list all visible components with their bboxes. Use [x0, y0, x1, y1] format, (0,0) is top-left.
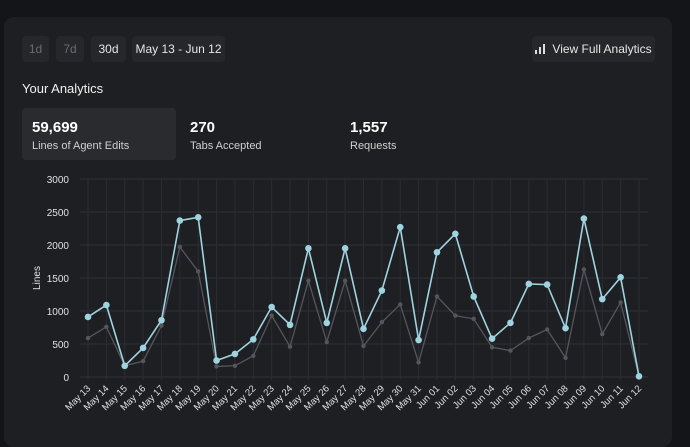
data-point-suggested [433, 248, 441, 256]
data-point-suggested [323, 319, 331, 327]
stat-value: 59,699 [32, 119, 78, 136]
data-point-accepted [287, 344, 293, 349]
data-point-accepted [196, 269, 201, 274]
data-point-suggested [176, 217, 184, 224]
data-point-suggested [378, 287, 386, 294]
data-point-suggested [470, 293, 478, 300]
data-point-suggested [158, 316, 165, 324]
data-point-accepted [361, 343, 366, 349]
data-point-suggested [360, 325, 367, 333]
data-point-suggested [415, 336, 422, 344]
range-30d-button[interactable]: 30d [91, 36, 126, 62]
y-tick-label: 1000 [47, 307, 70, 318]
y-tick-label: 0 [63, 373, 69, 384]
data-point-accepted [85, 335, 91, 341]
data-point-accepted [434, 294, 440, 299]
data-point-suggested [452, 230, 459, 238]
data-point-suggested [580, 215, 588, 222]
data-point-suggested [231, 350, 239, 358]
data-point-suggested [121, 362, 129, 370]
range-1d-button[interactable]: 1d [22, 36, 49, 62]
data-point-accepted [471, 316, 476, 322]
data-point-accepted [324, 339, 329, 345]
data-point-suggested [139, 344, 147, 352]
stat-value: 270 [190, 119, 216, 136]
bar-chart-icon [535, 44, 546, 54]
data-point-suggested [213, 357, 220, 364]
stat-label: Lines of Agent Edits [32, 140, 130, 152]
data-point-accepted [177, 244, 183, 250]
data-point-suggested [598, 295, 606, 303]
data-point-accepted [508, 348, 513, 353]
data-point-accepted [489, 345, 495, 350]
data-point-suggested [194, 213, 202, 221]
data-point-accepted [581, 267, 587, 272]
data-point-accepted [453, 313, 458, 318]
stat-tabs[interactable]: 270 Tabs Accepted [180, 108, 330, 160]
data-point-accepted [214, 364, 219, 369]
data-point-suggested [617, 274, 624, 281]
data-point-suggested [103, 301, 110, 309]
data-point-suggested [525, 280, 533, 288]
stat-label: Tabs Accepted [190, 140, 262, 152]
data-point-accepted [140, 358, 146, 364]
data-point-accepted [526, 335, 531, 341]
range-7d-button[interactable]: 7d [56, 36, 84, 62]
y-axis-label: Lines [32, 266, 43, 290]
data-point-accepted [269, 313, 274, 318]
data-point-suggested [268, 303, 275, 311]
section-title: Your Analytics [22, 81, 104, 96]
data-point-accepted [416, 360, 421, 365]
data-point-suggested [286, 321, 294, 329]
data-point-suggested [84, 313, 92, 321]
data-point-suggested [250, 336, 257, 343]
data-point-suggested [562, 324, 569, 332]
data-point-suggested [507, 319, 514, 327]
data-point-accepted [342, 278, 348, 283]
data-point-suggested [305, 245, 312, 252]
analytics-card [4, 17, 672, 447]
date-range-button[interactable]: May 13 - Jun 12 [132, 36, 225, 62]
data-point-accepted [563, 355, 568, 361]
y-tick-label: 3000 [47, 175, 70, 186]
data-point-accepted [600, 331, 605, 337]
stat-value: 1,557 [350, 119, 388, 136]
data-point-suggested [635, 373, 643, 380]
data-point-accepted [544, 327, 550, 332]
y-tick-label: 1500 [47, 274, 70, 285]
data-point-accepted [398, 302, 403, 307]
data-point-suggested [488, 335, 496, 343]
data-point-accepted [251, 353, 256, 359]
y-tick-label: 2500 [47, 208, 70, 219]
y-tick-label: 500 [52, 340, 69, 351]
data-point-accepted [379, 320, 385, 325]
data-point-accepted [232, 363, 238, 368]
data-point-accepted [306, 278, 311, 283]
data-point-suggested [543, 281, 551, 288]
data-point-accepted [618, 300, 623, 305]
stat-label: Requests [350, 140, 397, 152]
data-point-suggested [341, 245, 349, 252]
y-tick-label: 2000 [47, 241, 70, 252]
data-point-accepted [104, 324, 109, 330]
stat-requests[interactable]: 1,557 Requests [340, 108, 490, 160]
data-point-accepted [159, 323, 164, 328]
data-point-suggested [396, 223, 404, 231]
stat-lines[interactable]: 59,699 Lines of Agent Edits [22, 108, 176, 160]
view-full-label: View Full Analytics [552, 42, 652, 56]
view-full-analytics-button[interactable]: View Full Analytics [532, 36, 655, 62]
